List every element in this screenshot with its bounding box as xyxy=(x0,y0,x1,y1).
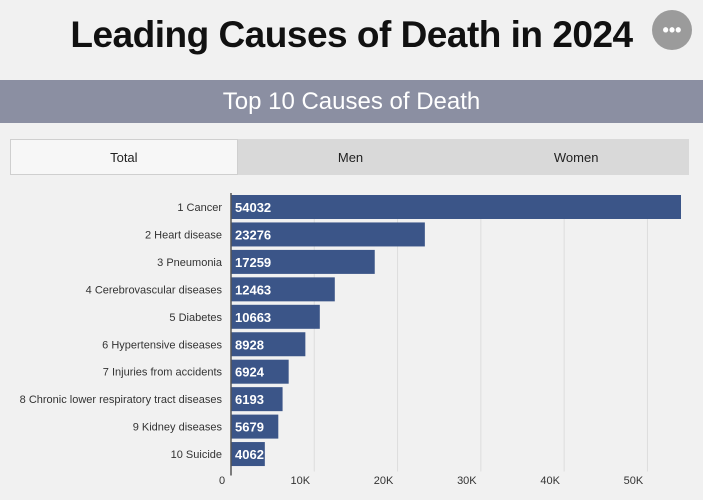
tick-label: 20K xyxy=(374,475,394,487)
data-label: 10663 xyxy=(235,310,271,325)
category-label: 2 Heart disease xyxy=(145,229,222,241)
more-horizontal-icon: ••• xyxy=(662,19,682,40)
bar xyxy=(231,442,265,467)
subtitle-band xyxy=(0,80,703,123)
data-label: 17259 xyxy=(235,255,271,270)
category-label: 5 Diabetes xyxy=(169,312,222,324)
tab-men[interactable]: Men xyxy=(337,149,364,165)
bar xyxy=(231,195,681,219)
bar xyxy=(231,359,289,384)
bar xyxy=(231,387,283,412)
chart-subtitle: Top 10 Causes of Death xyxy=(222,88,481,115)
category-label: 10 Suicide xyxy=(171,449,222,461)
data-label: 12463 xyxy=(235,282,271,297)
data-label: 5679 xyxy=(235,420,264,435)
data-label: 54032 xyxy=(235,200,271,215)
data-label: 8928 xyxy=(235,337,264,352)
category-label: 4 Cerebrovascular diseases xyxy=(86,284,223,296)
bar xyxy=(231,222,425,247)
category-label: 3 Pneumonia xyxy=(157,257,223,269)
category-label: 7 Injuries from accidents xyxy=(103,367,223,379)
category-label: 1 Cancer xyxy=(177,202,222,214)
data-label: 6924 xyxy=(235,365,265,380)
tick-label: 50K xyxy=(624,475,644,487)
data-label: 23276 xyxy=(235,227,271,242)
bar xyxy=(231,304,320,329)
tab-bar: Total Men Women xyxy=(10,139,689,175)
tick-label: 30K xyxy=(457,475,477,487)
tick-label: 10K xyxy=(290,475,310,487)
tab-total[interactable]: Total xyxy=(10,139,238,175)
tick-label: 0 xyxy=(219,475,225,487)
page-title: Leading Causes of Death in 2024 xyxy=(70,14,633,55)
bar xyxy=(231,332,306,357)
bar xyxy=(231,277,335,302)
tick-label: 40K xyxy=(540,475,560,487)
bar xyxy=(231,249,375,274)
category-label: 9 Kidney diseases xyxy=(133,422,223,434)
category-label: 8 Chronic lower respiratory tract diseas… xyxy=(20,394,223,406)
bar xyxy=(231,414,279,439)
data-label: 6193 xyxy=(235,392,264,407)
more-options-button[interactable]: ••• xyxy=(652,10,692,50)
data-label: 4062 xyxy=(235,447,264,462)
category-label: 6 Hypertensive diseases xyxy=(102,339,222,351)
tab-women[interactable]: Women xyxy=(553,149,599,165)
